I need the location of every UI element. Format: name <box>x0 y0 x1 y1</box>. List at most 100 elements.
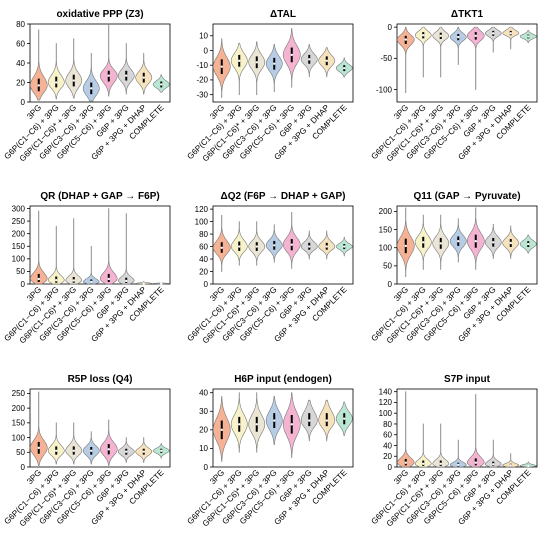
median-point <box>325 245 328 248</box>
median-point <box>308 245 311 248</box>
median-point <box>273 419 276 422</box>
panel-4: QR (DHAP + GAP → F6P)0501001502002503003… <box>3 191 171 345</box>
violin-2 <box>414 26 432 78</box>
violin-4 <box>82 52 100 102</box>
y-tick-label: 250 <box>12 217 26 226</box>
median-point <box>90 87 93 90</box>
y-tick-label: 200 <box>12 404 26 413</box>
median-point <box>457 463 460 467</box>
y-tick-label: 40 <box>199 389 208 398</box>
y-tick-label: 0 <box>388 463 393 472</box>
median-point <box>72 79 75 82</box>
y-tick-label: 0 <box>204 46 209 55</box>
median-point <box>255 61 258 64</box>
violin-3 <box>432 423 450 468</box>
median-point <box>439 462 442 465</box>
violin-2 <box>47 43 65 100</box>
panel-title: S7P input <box>444 374 491 385</box>
panel-8: H6P input (endogen)0102030403PGG6P(C1−C6… <box>186 374 354 528</box>
median-point <box>72 449 75 453</box>
median-point <box>457 35 460 39</box>
violin-1 <box>396 391 415 468</box>
y-tick-label: 0 <box>388 23 393 32</box>
panel-title: R5P loss (Q4) <box>68 374 133 385</box>
y-tick-label: 40 <box>383 441 392 450</box>
median-point <box>474 34 477 38</box>
violin-3 <box>65 218 83 285</box>
median-point <box>343 66 346 70</box>
median-point <box>527 35 530 38</box>
violin-5 <box>99 208 118 285</box>
y-tick-label: 60 <box>199 242 208 251</box>
y-tick-label: 40 <box>199 255 208 264</box>
median-point <box>325 419 328 422</box>
median-point <box>255 245 258 248</box>
violin-5 <box>99 419 118 466</box>
median-point <box>325 59 328 62</box>
violin-5 <box>99 23 118 97</box>
panel-1: oxidative PPP (Z3)0204060803PGG6P(C1−C6)… <box>3 9 171 163</box>
median-point <box>343 417 346 420</box>
median-point <box>55 81 58 84</box>
median-point <box>125 450 128 453</box>
y-tick-label: 0 <box>204 280 209 289</box>
panel-title: ΔTAL <box>270 9 296 20</box>
median-point <box>422 241 425 244</box>
violin-7 <box>502 453 520 468</box>
y-tick-label: 100 <box>195 217 209 226</box>
violin-6 <box>484 26 502 53</box>
median-point <box>142 450 145 453</box>
median-point <box>492 32 495 35</box>
y-tick-label: 20 <box>16 78 25 87</box>
median-point <box>37 446 40 450</box>
y-tick-label: 250 <box>12 389 26 398</box>
plot-frame <box>396 23 538 103</box>
y-tick-label: 20 <box>199 267 208 276</box>
panel-6: Q11 (GAP → Pyruvate)0501001502003PGG6P(C… <box>370 191 538 345</box>
panel-title: ΔQ2 (F6P → DHAP + GAP) <box>221 191 346 202</box>
plot-frame <box>212 205 354 285</box>
median-point <box>220 65 223 68</box>
y-tick-label: 50 <box>383 262 392 271</box>
violin-3 <box>65 422 83 465</box>
median-point <box>142 282 145 285</box>
violin-4 <box>449 439 467 468</box>
median-point <box>273 62 276 65</box>
median-point <box>404 244 407 248</box>
violin-6 <box>117 213 135 285</box>
violin-1 <box>396 26 415 93</box>
median-point <box>290 243 293 246</box>
y-tick-label: 80 <box>383 420 392 429</box>
y-tick-label: 20 <box>199 426 208 435</box>
violin-3 <box>432 26 450 78</box>
plot-frame <box>212 388 354 468</box>
median-point <box>290 423 293 426</box>
y-tick-label: 80 <box>16 20 25 29</box>
plot-frame <box>396 388 538 468</box>
violin-6 <box>117 43 135 95</box>
y-tick-label: -100 <box>376 85 393 94</box>
plot-frame <box>212 23 354 103</box>
y-tick-label: 0 <box>21 280 26 289</box>
y-tick-label: 100 <box>12 433 26 442</box>
y-tick-label: 80 <box>199 230 208 239</box>
y-tick-label: 50 <box>16 448 25 457</box>
median-point <box>308 419 311 422</box>
y-tick-label: 100 <box>379 244 393 253</box>
median-point <box>238 59 241 62</box>
median-point <box>474 461 477 464</box>
y-tick-label: -50 <box>380 54 392 63</box>
median-point <box>107 277 110 281</box>
violin-2 <box>414 423 432 468</box>
median-point <box>404 461 407 464</box>
y-tick-label: 150 <box>12 419 26 428</box>
median-point <box>492 241 495 244</box>
median-point <box>238 423 241 426</box>
median-point <box>37 277 40 281</box>
violin-7 <box>502 26 520 50</box>
median-point <box>160 449 163 453</box>
y-tick-label: 200 <box>379 207 393 216</box>
plot-frame <box>29 205 171 285</box>
